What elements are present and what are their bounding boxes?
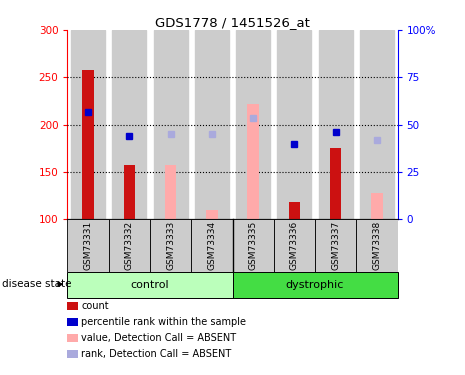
Text: GSM73338: GSM73338: [372, 221, 381, 270]
Text: GSM73333: GSM73333: [166, 221, 175, 270]
Text: GSM73331: GSM73331: [84, 221, 93, 270]
Title: GDS1778 / 1451526_at: GDS1778 / 1451526_at: [155, 16, 310, 29]
Text: disease state: disease state: [2, 279, 72, 289]
Bar: [67, 350, 78, 358]
Bar: [236, 30, 270, 219]
Text: GSM73337: GSM73337: [331, 221, 340, 270]
Bar: [195, 30, 229, 219]
Bar: [124, 165, 135, 219]
Bar: [289, 202, 300, 219]
Text: GSM73332: GSM73332: [125, 221, 134, 270]
Bar: [232, 272, 398, 298]
Bar: [278, 30, 312, 219]
Bar: [165, 165, 176, 219]
Bar: [71, 30, 105, 219]
Bar: [67, 302, 78, 310]
Text: GSM73336: GSM73336: [290, 221, 299, 270]
Bar: [67, 272, 232, 298]
Bar: [247, 104, 259, 219]
Text: GSM73335: GSM73335: [249, 221, 258, 270]
Bar: [67, 219, 109, 272]
Bar: [206, 210, 218, 219]
Bar: [330, 148, 341, 219]
Bar: [150, 219, 191, 272]
Bar: [67, 318, 78, 326]
Text: GSM73334: GSM73334: [207, 221, 216, 270]
Bar: [191, 219, 232, 272]
Bar: [82, 70, 94, 219]
Bar: [109, 219, 150, 272]
Text: control: control: [131, 280, 169, 290]
Bar: [67, 334, 78, 342]
Text: count: count: [81, 301, 109, 310]
Text: dystrophic: dystrophic: [286, 280, 344, 290]
Text: rank, Detection Call = ABSENT: rank, Detection Call = ABSENT: [81, 349, 232, 359]
Bar: [356, 219, 398, 272]
Text: value, Detection Call = ABSENT: value, Detection Call = ABSENT: [81, 333, 237, 343]
Text: percentile rank within the sample: percentile rank within the sample: [81, 317, 246, 327]
Bar: [153, 30, 187, 219]
Bar: [360, 30, 394, 219]
Bar: [113, 30, 146, 219]
Bar: [315, 219, 356, 272]
Bar: [319, 30, 352, 219]
Bar: [232, 219, 274, 272]
Bar: [274, 219, 315, 272]
Bar: [371, 193, 383, 219]
